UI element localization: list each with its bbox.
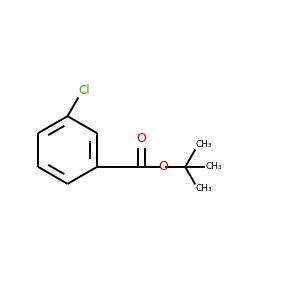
- Text: O: O: [158, 160, 168, 173]
- Text: CH₃: CH₃: [206, 162, 222, 171]
- Text: Cl: Cl: [79, 84, 90, 98]
- Text: CH₃: CH₃: [196, 140, 212, 149]
- Text: O: O: [136, 132, 146, 146]
- Text: CH₃: CH₃: [196, 184, 212, 194]
